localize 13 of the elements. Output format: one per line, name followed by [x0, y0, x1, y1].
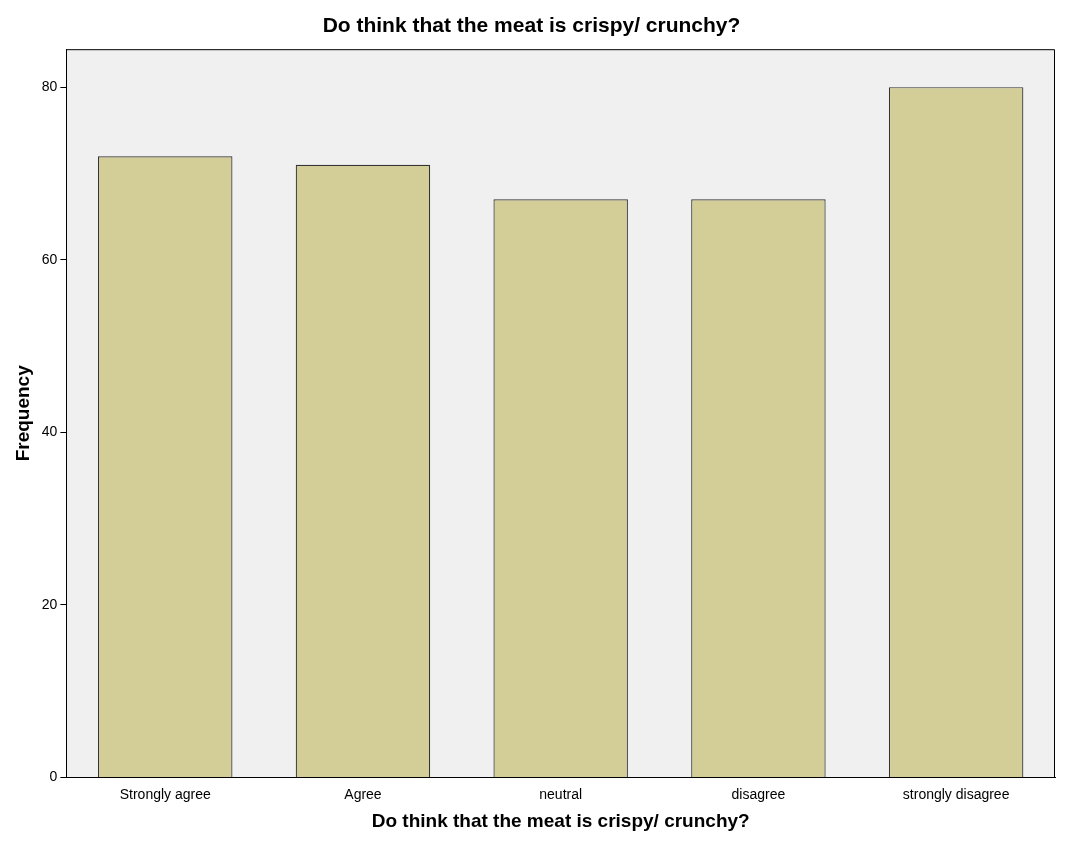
y-axis-title: Frequency: [11, 364, 33, 462]
x-axis-title: Do think that the meat is crispy/ crunchy?: [371, 809, 750, 831]
x-tick-label: Agree: [344, 785, 382, 802]
y-tick-label: 60: [41, 250, 58, 267]
y-tick-label: 40: [41, 423, 58, 440]
y-tick-label: 20: [41, 595, 58, 612]
x-tick-label: Strongly agree: [119, 785, 211, 802]
x-tick-label: strongly disagree: [902, 785, 1010, 802]
x-tick-label: neutral: [539, 785, 583, 802]
y-tick-label: 80: [41, 78, 58, 95]
x-tick-label: disagree: [731, 785, 786, 802]
chart-title: Do think that the meat is crispy/ crunchy?: [322, 13, 741, 37]
y-tick-label: 0: [49, 768, 58, 785]
